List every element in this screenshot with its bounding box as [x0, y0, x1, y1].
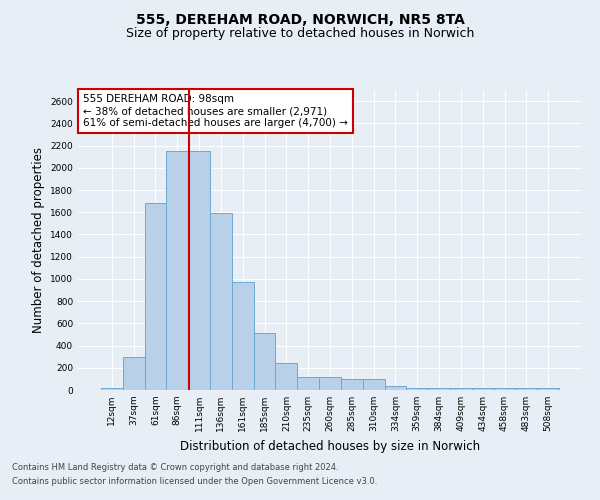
Bar — [166, 151, 188, 390]
Bar — [210, 214, 232, 390]
Bar — [254, 334, 275, 390]
Bar — [450, 388, 472, 390]
Text: 555, DEREHAM ROAD, NORWICH, NR5 8TA: 555, DEREHAM ROAD, NORWICH, NR5 8TA — [136, 12, 464, 26]
Bar — [145, 204, 166, 390]
Bar — [123, 356, 145, 390]
Bar — [188, 151, 210, 390]
Bar — [406, 388, 428, 390]
Y-axis label: Number of detached properties: Number of detached properties — [32, 147, 44, 333]
X-axis label: Distribution of detached houses by size in Norwich: Distribution of detached houses by size … — [180, 440, 480, 452]
Bar — [341, 380, 363, 390]
Bar — [515, 388, 537, 390]
Bar — [275, 363, 297, 390]
Text: Contains public sector information licensed under the Open Government Licence v3: Contains public sector information licen… — [12, 477, 377, 486]
Bar — [537, 388, 559, 390]
Text: Size of property relative to detached houses in Norwich: Size of property relative to detached ho… — [126, 28, 474, 40]
Bar — [428, 388, 450, 390]
Bar — [494, 388, 515, 390]
Text: 555 DEREHAM ROAD: 98sqm
← 38% of detached houses are smaller (2,971)
61% of semi: 555 DEREHAM ROAD: 98sqm ← 38% of detache… — [83, 94, 348, 128]
Bar — [232, 282, 254, 390]
Text: Contains HM Land Registry data © Crown copyright and database right 2024.: Contains HM Land Registry data © Crown c… — [12, 464, 338, 472]
Bar — [101, 388, 123, 390]
Bar — [363, 380, 385, 390]
Bar — [385, 386, 406, 390]
Bar — [319, 376, 341, 390]
Bar — [472, 388, 494, 390]
Bar — [297, 376, 319, 390]
